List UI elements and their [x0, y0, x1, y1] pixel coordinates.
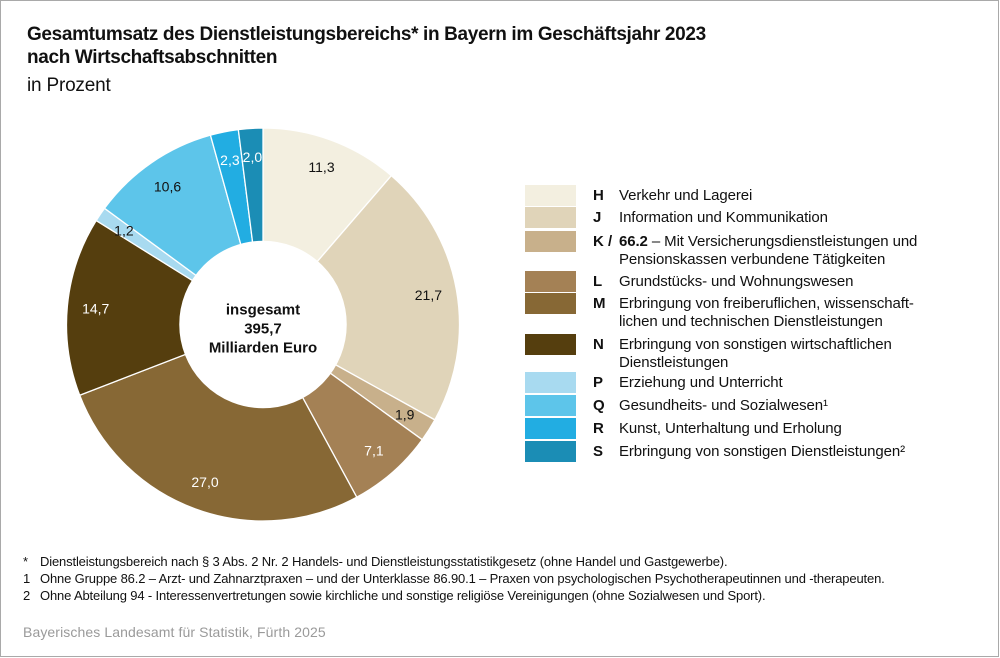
legend-swatch: [525, 207, 576, 228]
footnote-text: Ohne Abteilung 94 - Interessenvertretung…: [40, 588, 766, 603]
legend-code: N: [593, 336, 604, 353]
legend-label-line-1: Erbringung von freiberuflichen, wissensc…: [619, 295, 914, 312]
legend-label: Erziehung und Unterricht: [619, 374, 783, 391]
legend-code: P: [593, 374, 604, 391]
slice-label-n: 14,7: [82, 301, 109, 317]
slice-label-j: 21,7: [415, 287, 442, 303]
legend-swatch: [525, 231, 576, 252]
slice-label-k: 1,9: [395, 407, 415, 423]
chart-subtitle: in Prozent: [27, 75, 111, 96]
legend-code: J: [593, 209, 602, 226]
legend-label-line-2: Dienstleistungen: [619, 353, 729, 371]
footnote-text: Ohne Gruppe 86.2 – Arzt- und Zahnarztpra…: [40, 571, 885, 586]
legend-label: Erbringung von freiberuflichen, wissensc…: [619, 295, 989, 330]
source-credit: Bayerisches Landesamt für Statistik, Für…: [23, 624, 326, 640]
slice-label-l: 7,1: [364, 443, 384, 459]
slice-label-m: 27,0: [191, 474, 218, 490]
legend-label: Erbringung von sonstigen wirtschaftliche…: [619, 336, 989, 371]
footnote-mark: 1: [23, 571, 31, 586]
slice-label-p: 1,2: [114, 222, 134, 238]
slice-label-q: 10,6: [154, 178, 181, 194]
footnote-mark: *: [23, 554, 29, 569]
legend-swatch: [525, 418, 576, 439]
legend-label: Verkehr und Lagerei: [619, 187, 753, 204]
slice-j: [262, 175, 461, 421]
legend-label: Erbringung von sonstigen Dienstleistunge…: [619, 443, 905, 460]
center-label-total: 395,7: [244, 321, 282, 338]
slice-n: [65, 219, 264, 396]
legend-label-line-1: – Mit Versicherungsdienstleistungen und: [647, 233, 918, 250]
chart-title: Gesamtumsatz des Dienstleistungsbereichs…: [27, 24, 706, 69]
center-label-insgesamt: insgesamt: [226, 302, 300, 319]
legend-code: S: [593, 443, 604, 460]
title-line-2: nach Wirtschaftsabschnitten: [27, 46, 278, 68]
title-line-1: Gesamtumsatz des Dienstleistungsbereichs…: [27, 24, 706, 45]
legend-swatch: [525, 334, 576, 355]
legend-swatch: [525, 293, 576, 314]
legend-label-bold-prefix: 66.2: [619, 233, 648, 250]
legend-label: Information und Kommunikation: [619, 209, 828, 226]
footnotes: * Dienstleistungsbereich nach § 3 Abs. 2…: [23, 553, 885, 604]
slice-label-r: 2,3: [220, 152, 240, 168]
legend-swatch: [525, 372, 576, 393]
legend-swatch: [525, 395, 576, 416]
footnote-2: 2 Ohne Abteilung 94 - Interessenvertretu…: [23, 587, 868, 604]
legend-label: Gesundheits- und Sozialwesen¹: [619, 397, 828, 414]
legend-code: L: [593, 273, 603, 290]
legend-label-line-1: Erbringung von sonstigen wirtschaftliche…: [619, 336, 892, 353]
footnote-asterisk: * Dienstleistungsbereich nach § 3 Abs. 2…: [23, 553, 868, 570]
legend-swatch: [525, 271, 576, 292]
legend-label-line-2: lichen und technischen Dienstleistungen: [619, 312, 883, 330]
slice-label-h: 11,3: [308, 159, 334, 175]
legend-swatch: [525, 185, 576, 206]
legend-code: H: [593, 187, 604, 204]
donut-hole: [179, 240, 347, 409]
legend-label: 66.2 – Mit Versicherungsdienstleistungen…: [619, 233, 989, 268]
legend-code: R: [593, 420, 604, 437]
legend-code: K /: [593, 233, 613, 250]
slice-label-s: 2,0: [243, 149, 263, 165]
footnote-text: Dienstleistungsbereich nach § 3 Abs. 2 N…: [40, 554, 728, 569]
footnote-1: 1 Ohne Gruppe 86.2 – Arzt- und Zahnarztp…: [23, 570, 885, 587]
slice-labels: 11,3 21,7 1,9 7,1 27,0 14,7 1,2 10,6 2,3 2,0: [82, 149, 442, 490]
footnote-mark: 2: [23, 588, 31, 603]
center-label-unit: Milliarden Euro: [209, 340, 317, 357]
legend-swatch: [525, 441, 576, 462]
legend-code: Q: [593, 397, 605, 414]
legend-label-line-2: Pensionskassen verbundene Tätigkeiten: [619, 250, 886, 268]
legend-label: Kunst, Unterhaltung und Erholung: [619, 420, 842, 437]
legend-label: Grundstücks- und Wohnungswesen: [619, 273, 854, 290]
legend-code: M: [593, 295, 606, 312]
